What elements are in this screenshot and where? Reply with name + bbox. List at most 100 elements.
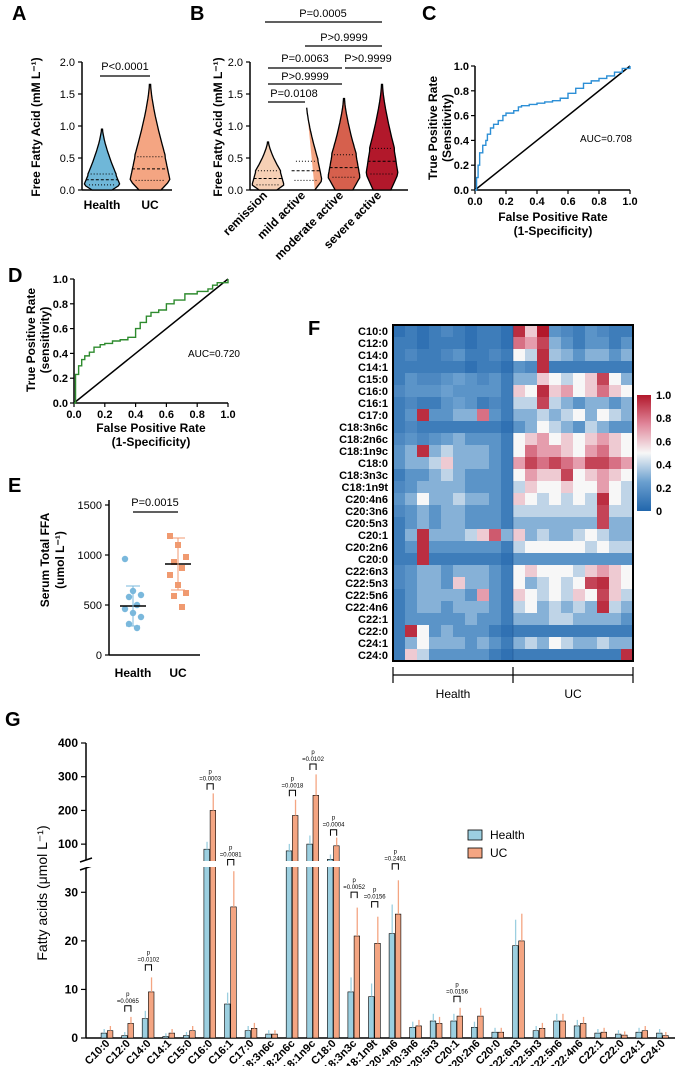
panel-e: E Serum Total FFA (umol L⁻¹) 0 500 1000 150… <box>8 475 200 680</box>
panel-g-sig-p: p <box>311 750 315 756</box>
panel-f-cell <box>513 625 526 638</box>
panel-f-cell <box>429 493 442 506</box>
panel-f-cell <box>393 565 406 578</box>
panel-f-cell <box>621 577 634 590</box>
panel-f-cell <box>465 457 478 470</box>
panel-e-group-uc: UC <box>169 666 187 680</box>
panel-f-cell <box>513 373 526 386</box>
panel-f-cell <box>429 505 442 518</box>
panel-f-cell <box>549 565 562 578</box>
panel-f-cell <box>549 433 562 446</box>
panel-f-cell <box>561 541 574 554</box>
panel-f-cell <box>525 421 538 434</box>
panel-f-cell <box>417 469 430 482</box>
panel-f-cell <box>561 433 574 446</box>
panel-f-cell <box>393 601 406 614</box>
panel-f-cell <box>441 397 454 410</box>
panel-f-cell <box>621 469 634 482</box>
panel-d-ytick-label: 0.6 <box>53 324 68 336</box>
panel-e-point-uc <box>179 565 185 571</box>
panel-g-bar-uc <box>641 1030 648 1039</box>
panel-g-sig-p: p <box>394 850 398 856</box>
panel-f-cell <box>441 565 454 578</box>
panel-g-bar-uc <box>394 913 402 1039</box>
panel-c-roc-line <box>475 66 631 191</box>
panel-f-cell <box>417 493 430 506</box>
panel-f-cell <box>501 541 514 554</box>
panel-f-cell <box>585 601 598 614</box>
panel-d-xtick-label: 1.0 <box>220 409 235 421</box>
panel-g-bar-uc <box>621 1034 628 1039</box>
panel-f-cell <box>393 541 406 554</box>
panel-e-point-uc <box>179 604 185 610</box>
panel-f-cell <box>405 589 418 602</box>
panel-f-cell <box>441 553 454 566</box>
panel-g-sig-value: =0.0018 <box>281 783 304 789</box>
panel-c-diagonal <box>474 65 631 191</box>
panel-f-cell <box>585 325 598 338</box>
panel-g-sig-value: =0.0004 <box>323 823 346 829</box>
panel-d-auc: AUC=0.720 <box>188 349 240 360</box>
panel-f-cell <box>453 349 466 362</box>
panel-f-cell <box>549 481 562 494</box>
panel-f-cell <box>465 385 478 398</box>
panel-g-sig-p: p <box>373 888 377 894</box>
panel-f-cell <box>561 613 574 626</box>
panel-g-ytick-label: 20 <box>65 934 79 948</box>
panel-f-cell <box>597 637 610 650</box>
panel-e-ylabel-2: (umol L⁻¹) <box>53 531 67 589</box>
panel-f-cell <box>525 625 538 638</box>
panel-f-cell <box>405 397 418 410</box>
panel-f-cell <box>393 529 406 542</box>
panel-e-ytick-label: 500 <box>84 600 102 612</box>
panel-f-cell <box>429 637 442 650</box>
panel-f-cell <box>537 601 550 614</box>
panel-f-cell <box>453 517 466 530</box>
panel-e-pvalue: P=0.0015 <box>131 497 178 509</box>
panel-f-cell <box>429 529 442 542</box>
panel-g-sig-value: =0.0102 <box>137 958 160 964</box>
panel-g-bar-uc <box>580 1023 587 1039</box>
panel-f-cell <box>429 565 442 578</box>
panel-f-cell <box>405 505 418 518</box>
panel-g-bar-uc <box>251 1028 258 1039</box>
panel-f-cell <box>417 601 430 614</box>
panel-f-cell <box>429 385 442 398</box>
panel-f-cell <box>489 553 502 566</box>
panel-f-cell <box>501 625 514 638</box>
panel-g-bar-uc <box>271 1033 278 1039</box>
panel-g-bar-uc <box>456 1015 463 1039</box>
panel-c-ytick-label: 0.6 <box>454 111 469 123</box>
panel-f-cell <box>609 481 622 494</box>
panel-f-cell <box>537 589 550 602</box>
panel-f-cell <box>513 637 526 650</box>
panel-f-cell <box>477 385 490 398</box>
panel-f-cell <box>417 505 430 518</box>
panel-f-cell <box>501 505 514 518</box>
panel-f-cell <box>609 433 622 446</box>
panel-f-cell <box>537 433 550 446</box>
panel-f-cell <box>621 601 634 614</box>
panel-f-cell <box>621 457 634 470</box>
panel-f-cell <box>489 601 502 614</box>
panel-c-xtick-label: 0.6 <box>560 196 575 208</box>
panel-f-cell <box>501 481 514 494</box>
panel-a-ytick-label: 2.0 <box>60 57 75 69</box>
panel-c-ytick-label: 1.0 <box>454 61 469 73</box>
panel-g-bar-health <box>306 843 313 1039</box>
panel-f-cell <box>549 493 562 506</box>
panel-c-ylabel-1: True Positive Rate <box>426 76 440 180</box>
panel-b-pvalue-6: P=0.0108 <box>270 88 317 100</box>
panel-f-cell <box>609 361 622 374</box>
panel-f-cell <box>561 385 574 398</box>
panel-f-cell <box>513 457 526 470</box>
panel-f-cell <box>405 517 418 530</box>
panel-g-bar-health <box>656 1032 663 1039</box>
panel-f-cell <box>585 505 598 518</box>
panel-f-cell <box>537 493 550 506</box>
panel-f-cell <box>417 373 430 386</box>
panel-f-cell <box>405 601 418 614</box>
panel-f-cell <box>609 625 622 638</box>
panel-f-cell <box>429 433 442 446</box>
panel-f-cell <box>549 373 562 386</box>
